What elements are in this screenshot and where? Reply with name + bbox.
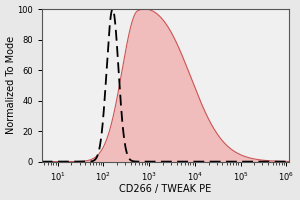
X-axis label: CD266 / TWEAK PE: CD266 / TWEAK PE xyxy=(119,184,211,194)
Y-axis label: Normalized To Mode: Normalized To Mode xyxy=(6,36,16,134)
